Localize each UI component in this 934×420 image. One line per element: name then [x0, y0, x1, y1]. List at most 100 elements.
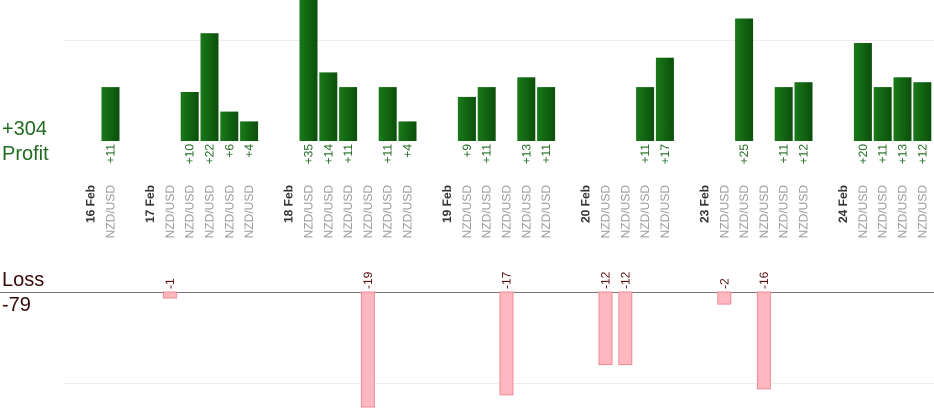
profit-bar — [299, 0, 318, 141]
profit-value-label: +11 — [381, 144, 395, 164]
pair-tick-label: NZD/USD — [361, 185, 375, 239]
profit-bar — [774, 87, 793, 141]
pair-tick-label: NZD/USD — [460, 185, 474, 239]
date-tick-label: 24 Feb — [836, 185, 850, 223]
profit-bar — [457, 96, 476, 141]
profit-bar — [240, 121, 259, 141]
profit-bar — [339, 87, 358, 141]
loss-value-label: -12 — [599, 271, 613, 289]
profit-value-label: +12 — [797, 144, 811, 165]
profit-value-label: +35 — [302, 144, 316, 165]
profit-value-label: +9 — [460, 144, 474, 158]
loss-value-label: -19 — [361, 271, 375, 289]
profit-bar — [636, 87, 655, 141]
date-tick-label: 17 Feb — [143, 185, 157, 223]
profit-value-label: +13 — [519, 144, 533, 165]
profit-value-label: +11 — [480, 144, 494, 164]
profit-value-label: +14 — [321, 144, 335, 165]
loss-value-label: -12 — [618, 271, 632, 289]
pair-tick-label: NZD/USD — [717, 185, 731, 239]
loss-bar — [756, 291, 771, 390]
profit-bar — [101, 87, 120, 141]
loss-bar — [717, 291, 732, 305]
pair-tick-label: NZD/USD — [163, 185, 177, 239]
date-tick-label: 19 Feb — [440, 185, 454, 223]
pair-tick-label: NZD/USD — [737, 185, 751, 239]
loss-value-label: -2 — [717, 278, 731, 289]
profit-total: +304 — [2, 118, 48, 140]
pair-tick-label: NZD/USD — [797, 185, 811, 239]
profit-value-label: +22 — [203, 144, 217, 165]
pair-tick-label: NZD/USD — [104, 185, 118, 239]
pair-tick-label: NZD/USD — [876, 185, 890, 239]
profit-bar — [200, 33, 219, 142]
pair-tick-label: NZD/USD — [222, 185, 236, 239]
profit-value-label: +25 — [737, 144, 751, 165]
profit-value-label: +6 — [222, 144, 236, 158]
pair-tick-label: NZD/USD — [757, 185, 771, 239]
pair-tick-label: NZD/USD — [519, 185, 533, 239]
pair-tick-label: NZD/USD — [915, 185, 929, 239]
pair-tick-label: NZD/USD — [381, 185, 395, 239]
profit-value-label: +17 — [658, 144, 672, 165]
pair-tick-label: NZD/USD — [618, 185, 632, 239]
profit-bar — [220, 111, 239, 141]
pair-tick-label: NZD/USD — [302, 185, 316, 239]
date-tick-label: 20 Feb — [579, 185, 593, 223]
pair-tick-label: NZD/USD — [539, 185, 553, 239]
pair-tick-label: NZD/USD — [321, 185, 335, 239]
pair-tick-label: NZD/USD — [242, 185, 256, 239]
loss-bar — [618, 291, 633, 366]
profit-value-label: +11 — [104, 144, 118, 164]
pair-tick-label: NZD/USD — [401, 185, 415, 239]
profit-value-label: +12 — [915, 144, 929, 165]
profit-value-label: +11 — [876, 144, 890, 164]
loss-label: Loss — [2, 269, 45, 291]
loss-bar — [162, 291, 177, 299]
profit-label: Profit — [2, 143, 49, 165]
profit-value-label: +4 — [242, 144, 256, 158]
profit-bar — [794, 82, 813, 141]
loss-value-label: -1 — [163, 278, 177, 289]
profit-bar — [853, 43, 872, 141]
loss-value-label: -17 — [500, 271, 514, 289]
loss-bar — [499, 291, 514, 396]
loss-bar — [360, 291, 375, 408]
loss-total: -79 — [2, 294, 31, 316]
profit-value-label: +4 — [401, 144, 415, 158]
loss-bar — [598, 291, 613, 366]
pair-tick-label: NZD/USD — [480, 185, 494, 239]
profit-bar — [319, 72, 338, 141]
pair-tick-label: NZD/USD — [599, 185, 613, 239]
profit-bar — [893, 77, 912, 141]
pair-tick-label: NZD/USD — [658, 185, 672, 239]
profit-value-label: +11 — [341, 144, 355, 164]
profit-bar — [873, 87, 892, 141]
profit-value-label: +11 — [638, 144, 652, 164]
profit-bar — [398, 121, 417, 141]
profit-value-label: +11 — [539, 144, 553, 164]
profit-bar — [378, 87, 397, 141]
profit-value-label: +20 — [856, 144, 870, 165]
profit-bar — [735, 18, 754, 141]
date-tick-label: 16 Feb — [84, 185, 98, 223]
pair-tick-label: NZD/USD — [341, 185, 355, 239]
profit-bar — [537, 87, 556, 141]
profit-bar — [517, 77, 536, 141]
pair-tick-label: NZD/USD — [203, 185, 217, 239]
profit-bar — [655, 57, 674, 142]
loss-value-label: -16 — [757, 271, 771, 289]
pair-tick-label: NZD/USD — [183, 185, 197, 239]
date-tick-label: 18 Feb — [282, 185, 296, 223]
profit-bar — [913, 82, 932, 141]
pair-tick-label: NZD/USD — [500, 185, 514, 239]
profit-value-label: +11 — [777, 144, 791, 164]
pair-tick-label: NZD/USD — [777, 185, 791, 239]
pair-tick-label: NZD/USD — [856, 185, 870, 239]
profit-bar — [477, 87, 496, 141]
profit-bar — [180, 92, 199, 141]
profit-value-label: +10 — [183, 144, 197, 165]
pair-tick-label: NZD/USD — [638, 185, 652, 239]
date-tick-label: 23 Feb — [698, 185, 712, 223]
